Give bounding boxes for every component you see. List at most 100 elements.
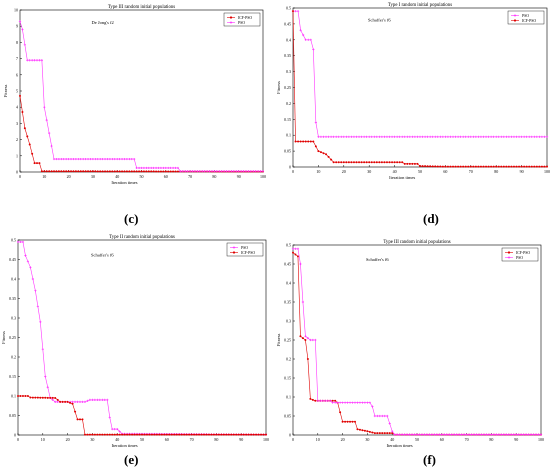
chart1-series-0-point (512, 135, 516, 138)
chart0-series-0-point (108, 170, 111, 173)
chart3-ytick-label: 0.2 (286, 357, 291, 362)
chart2-series-1-point (203, 433, 205, 436)
chart3-legend-label-0: ICF-PSO (516, 251, 530, 255)
chart2-series-0-point (34, 289, 37, 292)
chart1-series-0-point (413, 135, 417, 138)
chart0-ytick-label: 5 (16, 89, 18, 94)
chart1-series-0-point (330, 135, 333, 138)
chart3-series-1-point (525, 433, 528, 436)
panel-label-c: (c) (124, 211, 139, 226)
chart2-series-1-point (24, 395, 27, 397)
chart2-xtick-label: 60 (165, 437, 169, 442)
chart1-series-0-point (352, 135, 356, 138)
chart1-ytick-label: 0.4 (286, 37, 291, 42)
chart2-series-1-point (240, 433, 243, 436)
chart1-series-1-point (500, 165, 503, 168)
chart0-series-1-point (113, 157, 116, 161)
chart1-series-0-point (449, 135, 452, 138)
chart0-series-1-point (150, 166, 153, 170)
chart3-series-1-point (467, 433, 471, 436)
chart0-series-1-point (101, 157, 104, 161)
chart0-series-1-point (176, 166, 180, 170)
chart1-xtick-label: 70 (469, 169, 473, 174)
chart2-series-1-point (81, 418, 84, 421)
chart1-series-1-point (454, 165, 457, 168)
chart0-xtick-label: 10 (42, 174, 46, 179)
chart1-xtick-label: 20 (342, 169, 346, 174)
chart3-series-1-point (306, 337, 309, 340)
chart1-series-1-point (525, 165, 528, 168)
chart1-xtick-label: 60 (443, 169, 447, 174)
chart2-series-0-point (91, 398, 94, 401)
chart0-series-1-point (72, 157, 75, 161)
chart2-series-0-point (86, 399, 89, 402)
chart3-series-1-point (304, 335, 307, 338)
chart1-series-1-point (401, 161, 404, 164)
chart2-xlabel: Iteration times (112, 443, 138, 448)
chart1-series-0-point (322, 135, 325, 138)
chart1-series-0-point (360, 135, 363, 138)
chart2-series-1-point (121, 433, 124, 436)
chart0-series-1-point (94, 157, 97, 161)
chart2-series-1-point (93, 433, 96, 436)
chart1-series-0-point (380, 135, 383, 138)
chart1-series-1-point (452, 165, 455, 168)
chart0-series-1-point (135, 166, 138, 170)
chart0-series-1-point (43, 106, 46, 109)
chart1-series-0-point (502, 135, 505, 138)
chart3-series-1-point (401, 433, 404, 436)
chart0-series-0-point (130, 170, 133, 173)
chart2-series-0-point (44, 375, 47, 378)
chart2-series-1-point (262, 433, 265, 436)
chart3-series-1-point (529, 433, 533, 436)
chart1-series-0-point (444, 135, 447, 138)
chart2-series-1-point (212, 433, 215, 436)
chart3-series-1-point (334, 401, 337, 404)
chart1-series-0-point (401, 135, 404, 138)
chart0-series-0-point (172, 170, 175, 173)
chart1-series-1-point (292, 10, 294, 13)
chart1-series-1-point (518, 165, 521, 168)
chart0-series-1-point (145, 166, 148, 170)
chart1-series-0-point (309, 38, 312, 41)
chart1-series-1-point (472, 165, 475, 168)
chart1-ytick-label: 0.45 (284, 21, 291, 26)
chart2-series-1-point (200, 433, 203, 436)
chart3-series-1-point (458, 433, 461, 436)
chart1-series-1-point (406, 162, 409, 165)
chart0-series-1-point (96, 157, 99, 161)
chart3-ytick-label: 0 (289, 433, 291, 438)
chart2-series-0-point (26, 260, 30, 263)
chart3-series-0-point (391, 432, 394, 435)
chart0-series-1-point (215, 170, 218, 173)
chart1-series-1-point (535, 165, 538, 168)
chart3-series-0-point (294, 253, 297, 256)
chart3-series-1-point (316, 399, 319, 402)
chart3-series-1-point (386, 414, 389, 418)
chart0-series-0-point (101, 170, 104, 173)
chart0-series-1-point (45, 119, 48, 122)
chart3-series-1-point (522, 433, 525, 436)
chart0-xtick-label: 90 (237, 174, 241, 179)
chart3-series-0-point (292, 251, 294, 254)
chart1-series-1-point (363, 161, 366, 164)
chart2-series-1-point (61, 400, 64, 403)
chart1-series-1-point (540, 165, 543, 168)
chart3-series-0-point (371, 431, 374, 434)
chart2-xtick-label: 20 (66, 437, 70, 442)
chart3-xtick-label: 90 (514, 437, 518, 442)
chart3-series-1-point (448, 433, 451, 436)
chart2-series-1-point (113, 433, 116, 436)
chart1-series-1-point (510, 165, 513, 168)
chart0-series-1-point (223, 170, 226, 173)
chart1-series-0-markers (291, 10, 549, 138)
chart0-legend-label-0: ICF-PSO (238, 16, 252, 20)
chart2-legend-label-0: PSO (241, 246, 248, 250)
chart3-series-1-point (381, 414, 384, 418)
chart1-series-0-point (423, 135, 427, 138)
chart0-series-1-point (186, 170, 189, 173)
chart2-xtick-label: 0 (17, 437, 19, 442)
chart2-series-1-point (136, 433, 139, 436)
chart2-ylabel: Fitness (1, 331, 6, 344)
chart0-ytick-label: 8 (16, 40, 18, 45)
